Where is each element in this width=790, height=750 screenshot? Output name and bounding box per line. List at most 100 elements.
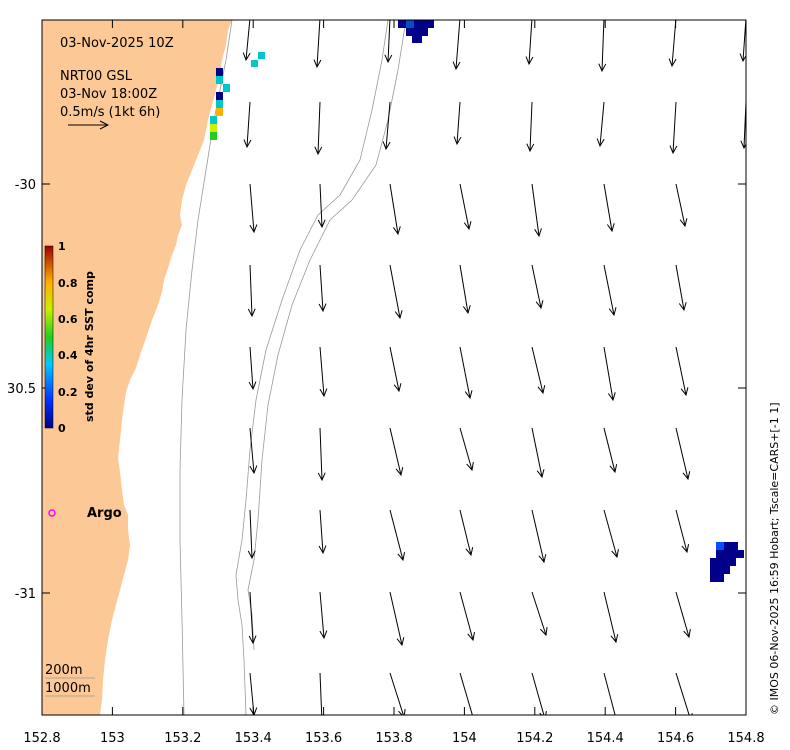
current-vector-arrow-icon — [389, 509, 406, 562]
product-label: NRT00 GSL — [60, 69, 133, 84]
current-vector-arrow-icon — [598, 20, 607, 73]
vector-scale-label: 0.5m/s (1kt 6h) — [60, 105, 160, 120]
x-tick-label: 152.8 — [23, 731, 60, 746]
current-vector-arrow-icon — [453, 101, 462, 146]
x-tick-label: 153.8 — [375, 731, 412, 746]
colorbar-tick: 0.6 — [58, 313, 78, 326]
current-vector-arrow-icon — [318, 264, 327, 313]
x-tick-label: 154.6 — [657, 731, 694, 746]
current-vector-arrow-icon — [248, 346, 257, 391]
argo-marker-icon — [48, 509, 56, 517]
current-vector-arrow-icon — [531, 672, 547, 715]
colorbar-title: std dev of 4hr SST comp — [83, 271, 96, 422]
current-vector-arrow-icon — [314, 101, 323, 156]
current-vector-arrow-icon — [745, 265, 746, 268]
current-vector-arrow-icon — [389, 346, 402, 393]
current-vector-arrow-icon — [249, 183, 258, 234]
colorbar: 1 0.8 0.6 0.4 0.2 0 std dev of 4hr SST c… — [44, 240, 96, 435]
y-axis: -30 30.5 -31 — [7, 178, 746, 602]
current-vector-arrow-icon — [389, 264, 403, 320]
isobath-200m-label: 200m — [45, 663, 82, 678]
current-vector-arrow-icon — [669, 101, 678, 155]
x-tick-label: 154.8 — [727, 731, 764, 746]
current-vector-arrow-icon — [389, 183, 401, 236]
current-vector-arrow-icon — [603, 346, 616, 402]
current-vector-arrow-icon — [248, 591, 257, 645]
x-tick-label: 154.4 — [587, 731, 624, 746]
current-vector-arrow-icon — [675, 427, 691, 481]
current-vector-arrow-icon — [603, 183, 615, 233]
current-vector-arrow-icon — [247, 264, 256, 318]
current-vectors — [242, 20, 746, 715]
current-vector-arrow-icon — [596, 101, 605, 148]
current-vector-arrow-icon — [389, 672, 406, 715]
current-vector-arrow-icon — [313, 20, 322, 69]
date-time-label: 03-Nov-2025 10Z — [60, 36, 174, 51]
colorbar-tick: 0.2 — [58, 386, 78, 399]
y-tick-label: -30 — [15, 178, 36, 193]
current-vector-arrow-icon — [247, 509, 256, 560]
current-vector-arrow-icon — [675, 591, 691, 639]
current-vector-arrow-icon — [531, 509, 547, 564]
x-axis: 152.8 153 153.2 153.4 153.6 153.8 154 154.2 154.… — [23, 20, 765, 746]
current-vector-arrow-icon — [319, 346, 328, 398]
current-vector-arrow-icon — [531, 346, 546, 395]
current-vector-arrow-icon — [459, 427, 474, 472]
current-vector-arrow-icon — [243, 101, 252, 149]
current-vector-arrow-icon — [745, 673, 746, 675]
current-vector-arrow-icon — [603, 509, 619, 559]
current-vector-arrow-icon — [531, 183, 542, 238]
y-tick-label: 30.5 — [7, 382, 36, 397]
x-tick-label: 153.6 — [305, 731, 342, 746]
current-vector-arrow-icon — [318, 509, 327, 555]
isobath-1000m-b — [247, 20, 407, 651]
current-vector-arrow-icon — [526, 101, 535, 153]
current-vector-arrow-icon — [459, 509, 474, 557]
current-vector-arrow-icon — [675, 183, 688, 228]
x-tick-label: 153 — [100, 731, 125, 746]
current-vector-arrow-icon — [389, 591, 405, 647]
current-vector-arrow-icon — [318, 672, 326, 715]
current-vector-arrow-icon — [525, 20, 534, 66]
colorbar-tick: 0.4 — [58, 349, 78, 362]
current-vector-arrow-icon — [317, 183, 326, 229]
x-tick-label: 154.2 — [516, 731, 553, 746]
current-vector-arrow-icon — [459, 591, 475, 642]
current-vector-arrow-icon — [675, 509, 690, 554]
current-vector-arrow-icon — [531, 264, 544, 310]
current-vector-arrow-icon — [531, 427, 545, 479]
current-vector-arrow-icon — [242, 20, 251, 62]
current-vector-arrow-icon — [745, 184, 746, 188]
current-vector-arrow-icon — [675, 264, 687, 312]
current-vector-arrow-icon — [384, 20, 393, 64]
credit-text: © IMOS 06-Nov-2025 16:59 Hobart; Tscale=… — [768, 403, 781, 715]
sst-pixels — [210, 20, 744, 582]
current-vector-arrow-icon — [452, 20, 461, 71]
current-vector-arrow-icon — [603, 264, 617, 317]
colorbar-tick: 0 — [58, 422, 66, 435]
current-vector-arrow-icon — [745, 510, 746, 513]
argo-label: Argo — [87, 506, 122, 521]
current-vector-arrow-icon — [317, 427, 326, 482]
isobath-1000m-label: 1000m — [45, 681, 91, 696]
x-tick-label: 153.2 — [164, 731, 201, 746]
current-vector-arrow-icon — [531, 591, 548, 637]
scale-arrow-icon — [68, 120, 110, 130]
current-vector-arrow-icon — [459, 672, 473, 715]
land-mass — [42, 20, 232, 715]
current-vector-arrow-icon — [382, 101, 391, 151]
x-tick-label: 153.4 — [235, 731, 272, 746]
current-vector-arrow-icon — [459, 346, 473, 400]
current-vector-arrow-icon — [459, 264, 471, 315]
colorbar-tick: 0.8 — [58, 277, 78, 290]
valid-time-label: 03-Nov 18:00Z — [60, 87, 157, 102]
current-vector-arrow-icon — [745, 428, 746, 431]
current-vector-arrow-icon — [745, 347, 746, 350]
current-vector-arrow-icon — [249, 427, 258, 475]
current-vector-arrow-icon — [675, 346, 689, 397]
current-vector-arrow-icon — [675, 672, 693, 715]
current-vector-arrow-icon — [389, 427, 404, 477]
current-vector-arrow-icon — [603, 591, 619, 644]
current-vector-arrow-icon — [459, 183, 472, 231]
